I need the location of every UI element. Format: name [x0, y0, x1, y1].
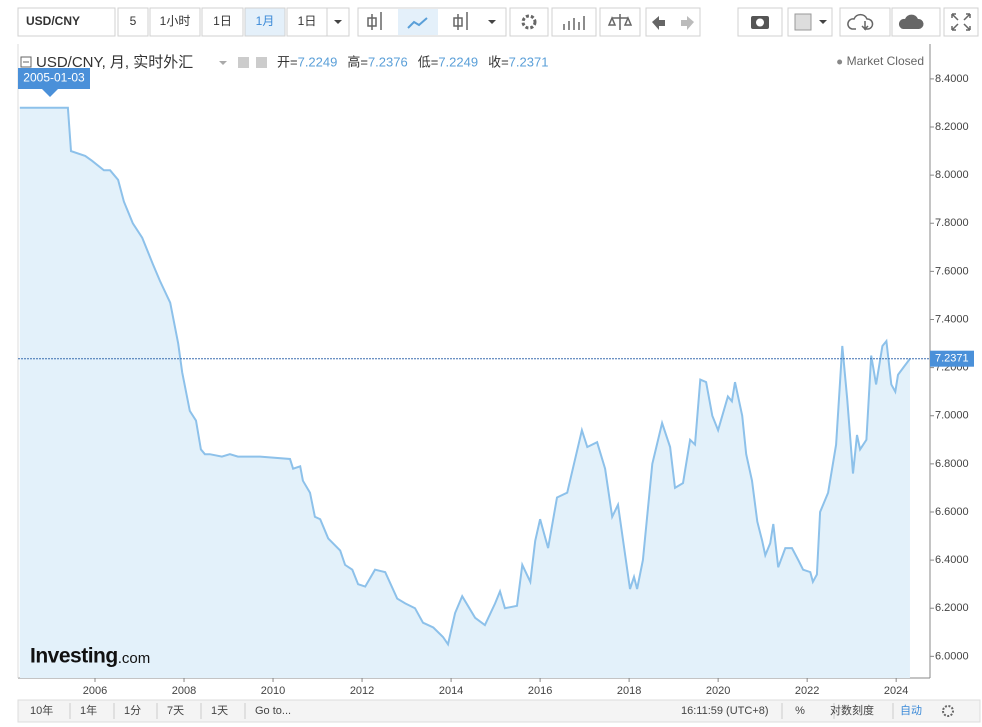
range-btn[interactable]: Go to...: [255, 705, 291, 717]
x-tick-label: 2012: [350, 685, 374, 697]
fullscreen-btn[interactable]: [943, 7, 979, 37]
header-icon[interactable]: [238, 57, 249, 68]
cloud-up-icon: [898, 14, 924, 29]
interval-label[interactable]: 5: [130, 14, 137, 28]
price-line: [19, 106, 911, 647]
redo-icon[interactable]: [681, 16, 694, 30]
range-btn[interactable]: 1分: [124, 704, 141, 717]
x-tick-label: 2020: [706, 685, 730, 697]
x-tick-label: 2008: [172, 685, 196, 697]
scale-option[interactable]: %: [795, 705, 805, 717]
crosshair-pointer: [42, 89, 58, 97]
market-status: Market Closed: [847, 54, 924, 68]
interval-btn[interactable]: [201, 7, 244, 37]
color-swatch: [794, 13, 812, 31]
ohlc-label: 收=: [488, 54, 509, 69]
x-tick-label: 2006: [83, 685, 107, 697]
last-price-label: 7.2371: [935, 353, 969, 365]
area-icon[interactable]: [407, 17, 428, 29]
status-dot: [837, 59, 843, 65]
x-tick-label: 2018: [617, 685, 641, 697]
y-tick-label: 6.0000: [935, 650, 969, 662]
y-tick-label: 7.4000: [935, 313, 969, 325]
y-tick-label: 6.6000: [935, 506, 969, 518]
crosshair-label: 2005-01-03: [23, 71, 85, 85]
interval-btn[interactable]: [244, 7, 286, 37]
title-dropdown[interactable]: [219, 61, 227, 65]
ohlc-value: 7.2371: [509, 54, 549, 69]
scale-icon: [607, 14, 633, 30]
y-tick-label: 6.2000: [935, 602, 969, 614]
y-tick-label: 7.0000: [935, 410, 969, 422]
y-tick-label: 8.0000: [935, 169, 969, 181]
x-tick-label: 2010: [261, 685, 285, 697]
range-btn[interactable]: 1天: [211, 705, 228, 717]
interval-label[interactable]: 1日: [298, 14, 317, 28]
y-tick-label: 6.8000: [935, 458, 969, 470]
y-tick-label: 7.6000: [935, 265, 969, 277]
header-icon[interactable]: [256, 57, 267, 68]
clock: 16:11:59 (UTC+8): [681, 705, 769, 717]
ohlc-value: 7.2249: [438, 54, 478, 69]
ohlc-label: 高=: [347, 54, 368, 69]
range-btn[interactable]: 7天: [167, 705, 184, 717]
interval-btn[interactable]: [149, 7, 201, 37]
x-tick-label: 2014: [439, 685, 463, 697]
footer-gear[interactable]: [942, 705, 955, 717]
bar-icon[interactable]: [453, 12, 468, 30]
y-tick-label: 8.2000: [935, 121, 969, 133]
y-tick-label: 6.4000: [935, 554, 969, 566]
collapse-icon[interactable]: [20, 56, 32, 68]
ohlc-label: 低=: [418, 54, 439, 69]
ohlc-label: 开=: [277, 54, 298, 69]
logo-suffix: .com: [118, 650, 151, 667]
camera-lens: [756, 18, 764, 27]
dropdown-arrow[interactable]: [334, 20, 342, 24]
cloud-down-icon: [847, 13, 874, 31]
interval-label[interactable]: 1日: [213, 14, 232, 28]
scale-option[interactable]: 对数刻度: [830, 703, 874, 717]
symbol-box[interactable]: [17, 7, 116, 37]
ohlc-value: 7.2249: [298, 54, 338, 69]
interval-label[interactable]: 1小时: [160, 14, 191, 28]
area: [19, 107, 910, 679]
indicator-icon: [563, 16, 585, 30]
scale-option[interactable]: 自动: [900, 704, 922, 717]
x-tick-label: 2022: [795, 685, 819, 697]
dropdown[interactable]: [819, 20, 827, 24]
chart-title: USD/CNY, 月, 实时外汇: [36, 54, 193, 71]
footer-bar: [17, 699, 981, 723]
range-btn[interactable]: 10年: [30, 703, 53, 717]
fullscreen-icon: [951, 13, 971, 31]
crosshair-box: [18, 68, 90, 89]
dropdown[interactable]: [488, 20, 496, 24]
gear-icon: [521, 14, 537, 30]
logo: Investing: [30, 645, 118, 668]
undo-icon[interactable]: [652, 16, 665, 30]
symbol[interactable]: USD/CNY: [26, 14, 80, 28]
range-btn[interactable]: 1年: [80, 703, 97, 717]
interval-btn[interactable]: [117, 7, 149, 37]
ohlc-value: 7.2376: [368, 54, 408, 69]
interval-label[interactable]: 1月: [256, 14, 275, 28]
tool-icons: [357, 7, 979, 37]
y-tick-label: 7.8000: [935, 217, 969, 229]
x-tick-label: 2024: [884, 685, 908, 697]
settings-btn[interactable]: [509, 7, 549, 37]
active-type: [398, 9, 438, 35]
y-tick-label: 8.4000: [935, 73, 969, 85]
last-price-box: [930, 350, 974, 367]
x-tick-label: 2016: [528, 685, 552, 697]
candle-icon[interactable]: [367, 12, 382, 30]
